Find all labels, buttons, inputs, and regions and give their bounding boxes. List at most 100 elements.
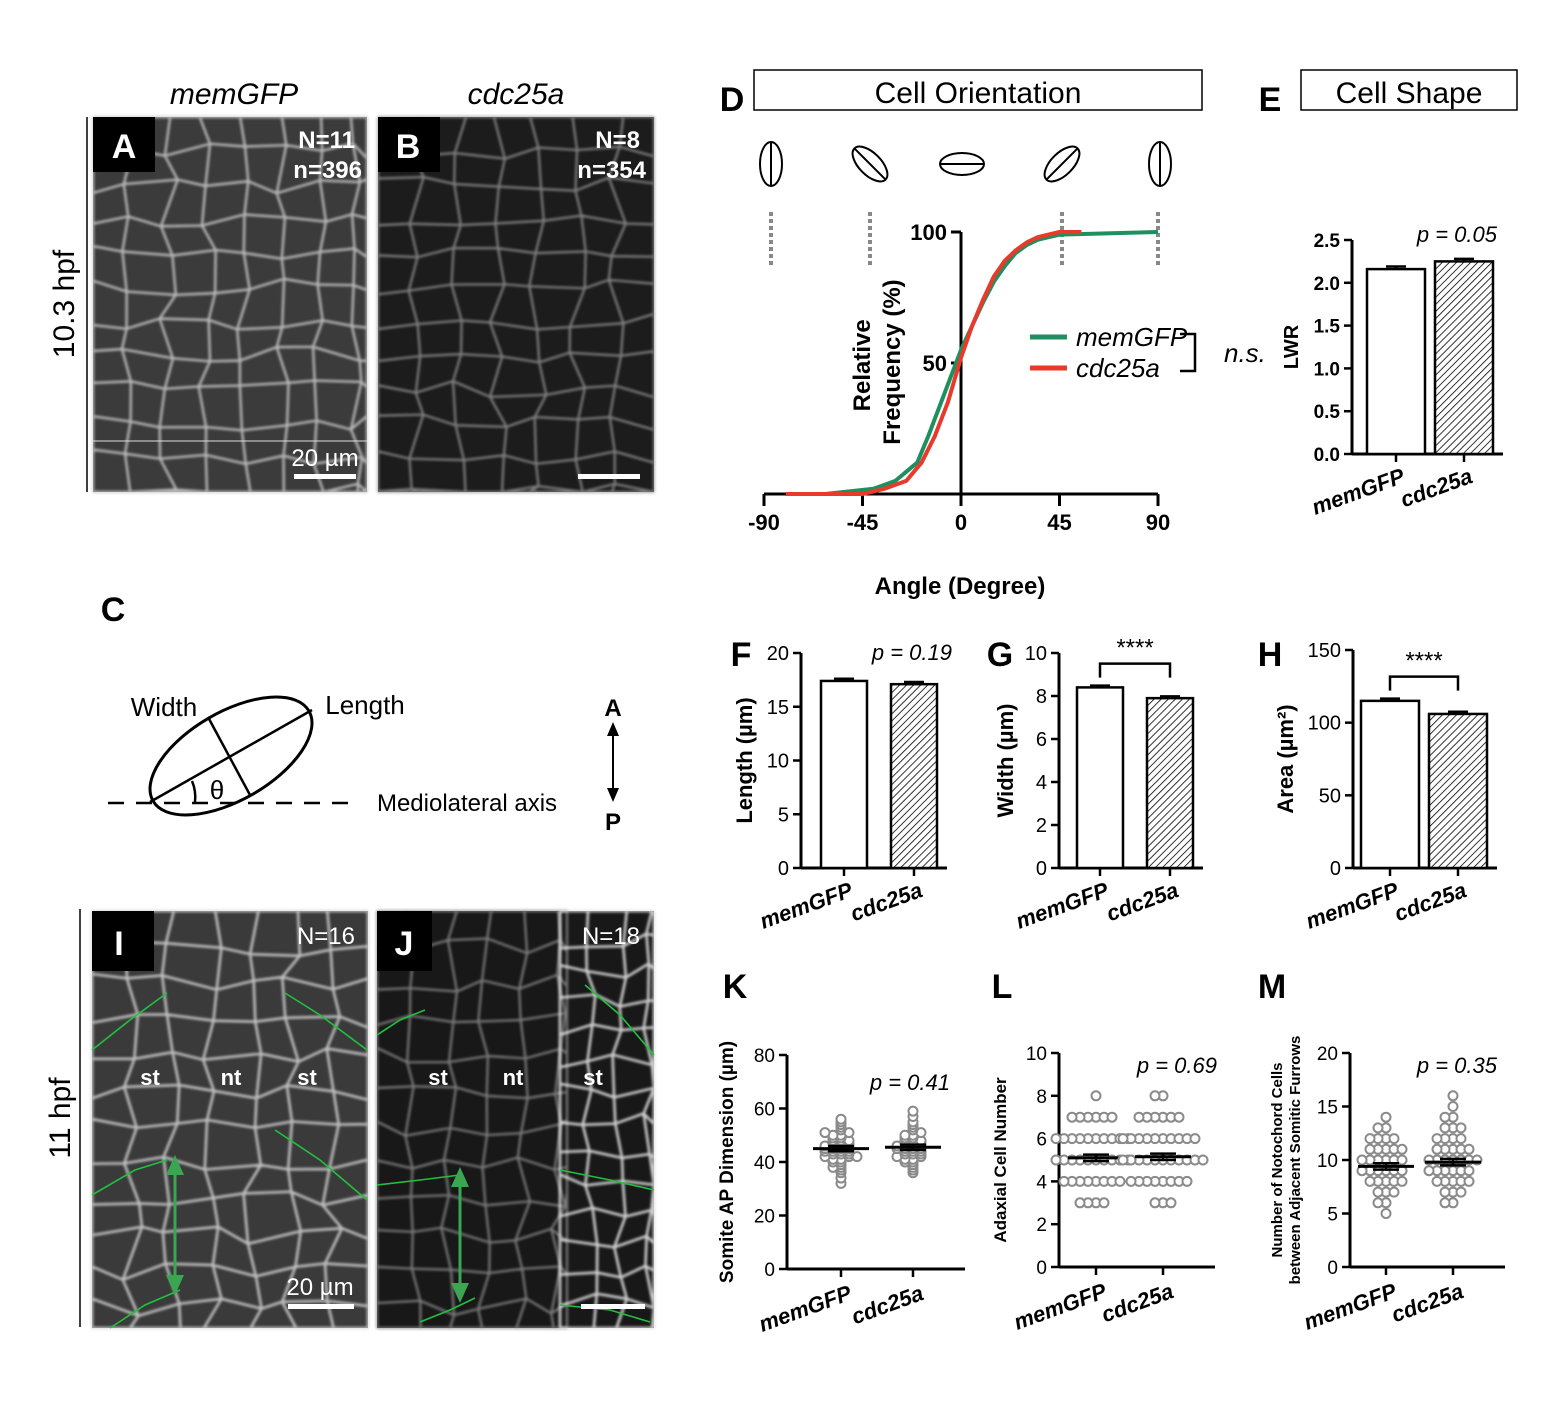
data-point <box>1439 1197 1451 1209</box>
y-tick-label: 6 <box>1036 1130 1047 1151</box>
d-y-tick-label: 100 <box>910 220 947 245</box>
y-axis-title: LWR <box>1281 324 1303 369</box>
x-tick-label: memGFP <box>755 1280 855 1337</box>
data-point <box>1463 1175 1475 1187</box>
y-tick-label: 8 <box>1036 1087 1047 1108</box>
a-cell-count: n=396 <box>293 157 362 184</box>
data-point <box>1074 1197 1086 1209</box>
x-tick-label: cdc25a <box>1397 463 1476 512</box>
scale-bar-label-i: 20 µm <box>286 1274 353 1301</box>
p-value-label: p = 0.41 <box>869 1070 950 1095</box>
significance-bracket <box>1098 662 1172 678</box>
length-label: Length <box>325 690 405 720</box>
cell-membranes <box>91 115 369 494</box>
e-header: Cell Shape <box>1336 77 1483 110</box>
orientation-glyphs <box>759 141 1172 268</box>
x-tick-label: memGFP <box>1012 877 1112 934</box>
posterior-label: P <box>605 809 621 836</box>
y-tick-label: 6 <box>1036 729 1047 751</box>
panel-label-j: J <box>395 925 414 963</box>
orientation-glyph-axis <box>853 147 887 181</box>
width-label: Width <box>131 692 197 722</box>
y-tick-label: 150 <box>1308 640 1341 662</box>
significance-label: **** <box>1116 635 1153 662</box>
micrograph-b: B N=8 n=354 <box>376 115 656 494</box>
significance-label: **** <box>1405 648 1442 675</box>
y-tick-label: 0 <box>1327 1258 1338 1279</box>
data-point <box>1463 1143 1475 1155</box>
y-tick-label: 2 <box>1036 815 1047 837</box>
scale-bar-a <box>294 474 356 479</box>
y-tick-label: 100 <box>1308 713 1341 735</box>
y-tick-label: 15 <box>1317 1098 1338 1119</box>
y-tick-label: 40 <box>754 1153 775 1174</box>
mediolateral-axis-label: Mediolateral axis <box>377 790 557 817</box>
data-point <box>1447 1090 1459 1102</box>
y-tick-label: 10 <box>1026 1044 1047 1065</box>
width-axis <box>206 716 252 796</box>
y-tick-label: 0 <box>764 1260 775 1281</box>
ap-arrow-up <box>607 722 619 736</box>
y-tick-label: 80 <box>754 1046 775 1067</box>
y-axis-title: Width (µm) <box>993 704 1018 818</box>
y-tick-label: 20 <box>767 643 789 665</box>
data-point <box>1173 1111 1185 1123</box>
orientation-glyph-axis <box>1045 147 1079 181</box>
data-point <box>1125 1175 1137 1187</box>
x-tick-label: memGFP <box>1308 463 1408 520</box>
data-point <box>1090 1090 1102 1102</box>
d-legend: memGFP cdc25a n.s. <box>1030 322 1266 383</box>
panel-label-c: C <box>101 591 126 629</box>
cell-membranes <box>558 909 656 1330</box>
data-point <box>1114 1175 1126 1187</box>
data-point <box>1106 1111 1118 1123</box>
data-point <box>1066 1111 1078 1123</box>
d-y-tick-label: 50 <box>923 351 947 376</box>
d-x-tick-label: 0 <box>955 510 967 535</box>
angle-arc <box>190 780 197 803</box>
data-point <box>1455 1133 1467 1145</box>
p-value-label: p = 0.69 <box>1136 1053 1217 1078</box>
j-notochord: nt <box>503 1065 524 1090</box>
data-point <box>1058 1175 1070 1187</box>
b-cell-count: n=354 <box>577 157 646 184</box>
panel-label-k: K <box>723 968 748 1006</box>
data-point <box>907 1105 919 1117</box>
y-tick-label: 15 <box>767 697 789 719</box>
data-point <box>1447 1101 1459 1112</box>
data-point <box>1189 1133 1201 1145</box>
y-tick-label: 0 <box>1036 1258 1047 1279</box>
panel-label-e: E <box>1259 81 1282 119</box>
legend-label-cdc25a: cdc25a <box>1076 353 1160 383</box>
x-tick-label: memGFP <box>1302 877 1402 934</box>
i-embryo-count: N=16 <box>297 923 355 950</box>
d-y-axis-title: Relative Frequency (%) <box>849 279 906 444</box>
y-tick-label: 10 <box>1025 643 1047 665</box>
a-embryo-count: N=11 <box>298 127 355 154</box>
panel-label-i: I <box>114 925 123 963</box>
y-tick-label: 2.0 <box>1314 274 1340 295</box>
panel-label-m: M <box>1258 968 1286 1006</box>
micrograph-a: A N=11 n=396 20 µm <box>91 115 369 494</box>
d-y-axis-title-line1: Relative <box>849 319 876 411</box>
y-tick-label: 10 <box>767 751 789 773</box>
micrograph-i: I N=16 st nt st 20 µm <box>90 909 370 1330</box>
y-tick-label: 20 <box>1317 1044 1338 1065</box>
data-point <box>1356 1154 1368 1166</box>
data-point <box>1439 1122 1451 1134</box>
ap-arrow-down <box>607 788 619 802</box>
cell-membranes <box>376 115 656 494</box>
bar-cdc25a <box>1145 696 1195 870</box>
d-y-axis-title-line2: Frequency (%) <box>879 279 906 444</box>
p-value-label: p = 0.35 <box>1416 1053 1498 1078</box>
panel-label-l: L <box>992 968 1013 1006</box>
y-tick-label: 8 <box>1036 686 1047 708</box>
data-point <box>1439 1111 1451 1123</box>
cell-membranes <box>90 909 370 1330</box>
data-point <box>1388 1133 1400 1145</box>
d-x-tick-label: -90 <box>748 510 780 535</box>
bar-memGFP <box>1365 267 1427 456</box>
bar-cdc25a <box>1433 260 1495 456</box>
significance-bracket <box>1388 675 1460 691</box>
